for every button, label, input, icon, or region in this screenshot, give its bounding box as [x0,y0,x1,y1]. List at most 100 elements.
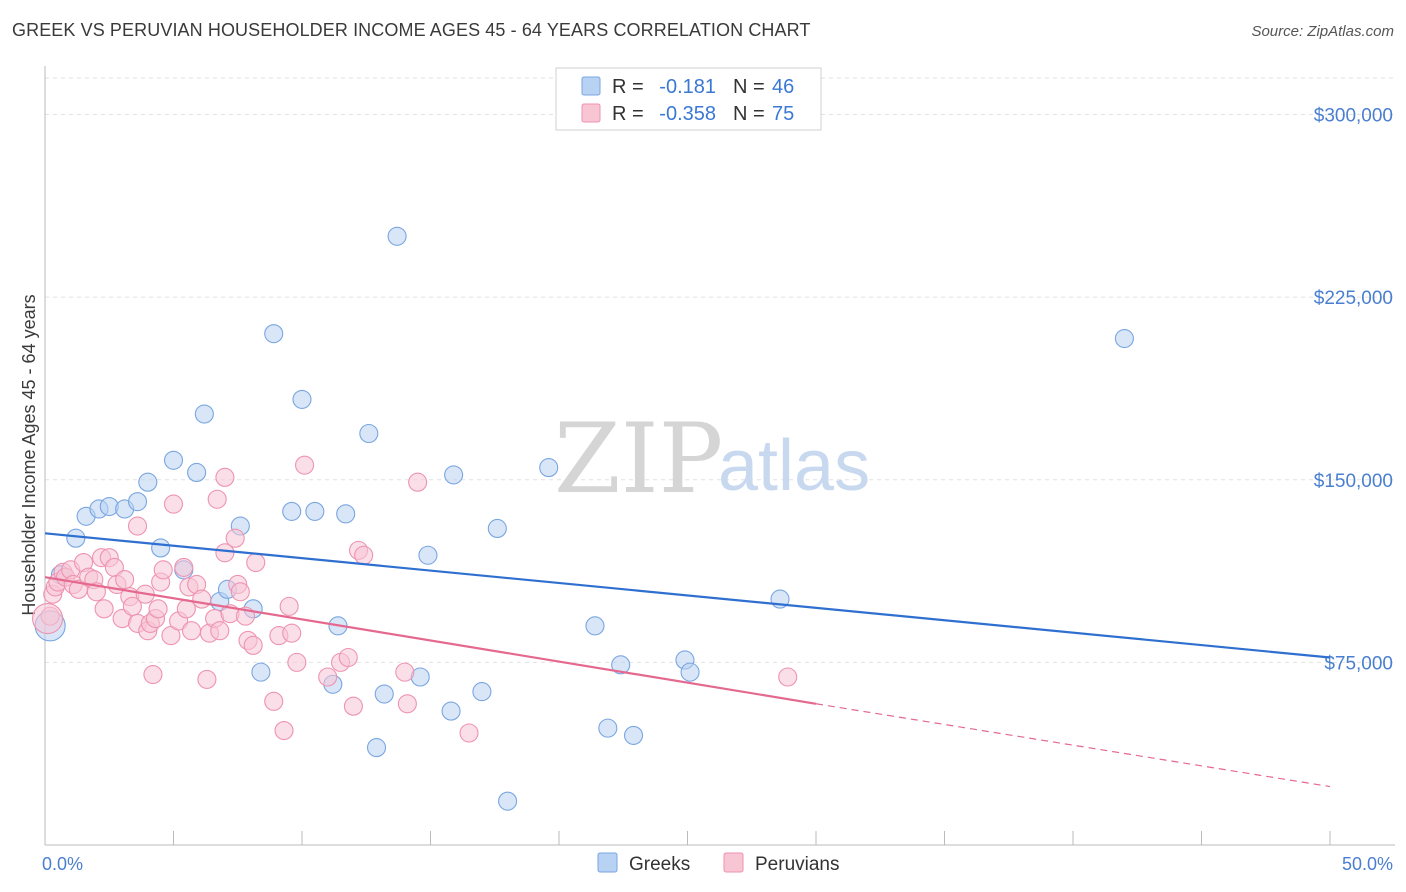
trend-line-peruvians-extension [815,703,1331,788]
greek-point [251,662,271,682]
peruvian-point [148,599,168,619]
trend-line-peruvians [44,576,817,705]
legend-r-value-greeks: -0.181 [659,76,716,98]
stats-legend: R = -0.181 N = 46 R = -0.358 N = 75 [555,67,822,131]
peruvian-point [408,472,428,492]
x-tick-label-start: 0.0% [42,854,83,874]
peruvian-point [174,557,194,577]
greek-point [366,738,387,758]
series-peruvians [32,455,798,743]
y-tick-label: $75,000 [1324,653,1393,674]
greek-point [359,423,379,444]
greek-point [127,492,148,512]
trend-lines [44,532,1331,788]
peruvian-point [153,560,173,580]
peruvian-point [94,599,114,619]
peruvian-point [318,667,338,687]
peruvian-point [197,669,217,689]
x-tick-label-end: 50.0% [1342,854,1393,874]
peruvian-point [215,543,235,563]
greek-point [539,458,559,478]
y-tick-labels: $75,000 $150,000 $225,000 $300,000 [1314,106,1393,675]
greek-point [163,450,184,470]
peruvian-point [207,489,227,509]
peruvian-point [225,528,245,548]
greek-point [585,616,605,636]
y-tick-label: $150,000 [1314,471,1393,492]
legend-swatch-peruvians [581,103,601,123]
greek-point [151,538,171,558]
greek-point [444,465,464,485]
greek-point [264,324,284,344]
greek-point [623,725,644,745]
peruvian-point [230,582,250,602]
greek-point [374,684,394,704]
greek-point [187,462,207,483]
peruvian-point [274,721,294,741]
peruvian-point [778,667,798,687]
peruvian-point [279,596,299,616]
greek-point [194,404,214,424]
greek-point [336,504,356,524]
legend-n-label-greeks: N = [733,76,765,98]
source-label: Source: ZipAtlas.com [1251,23,1394,40]
chart-title: GREEK VS PERUVIAN HOUSEHOLDER INCOME AGE… [12,20,811,40]
peruvian-point [215,467,235,487]
legend-swatch-greeks [581,76,601,96]
peruvian-point [181,621,202,641]
series-greeks [34,226,1134,811]
greek-point [472,682,492,702]
greek-point [487,518,507,539]
trend-line-greeks [44,532,1331,659]
legend-peruvians-label: Peruvians [755,854,840,875]
legend-n-label-peruvians: N = [733,103,765,125]
watermark-atlas: atlas [718,426,870,506]
greek-point [611,655,631,675]
series-legend: Greeks Peruvians [597,852,840,875]
peruvian-point [287,652,307,672]
peruvian-point [343,696,363,716]
greek-point [598,718,618,738]
grid-lines [45,77,1395,663]
greek-point [292,389,312,409]
watermark: ZIP atlas [554,403,870,515]
y-axis-label: Householder Income Ages 45 - 64 years [19,294,39,615]
peruvian-point [338,647,358,668]
greek-point [441,701,461,721]
legend-r-label-greeks: R = [612,76,644,98]
peruvian-point [163,494,184,514]
peruvian-point [143,665,163,685]
greek-point [1114,328,1134,349]
peruvian-point [354,545,374,565]
legend-r-value-peruvians: -0.358 [659,103,716,125]
greek-point [418,545,438,565]
legend-n-value-greeks: 46 [772,76,794,98]
peruvian-point [397,694,417,714]
peruvian-point [115,570,135,590]
peruvian-point [264,691,284,711]
peruvian-point [192,589,212,609]
legend-r-label-peruvians: R = [612,103,644,125]
greek-point [305,501,325,521]
greek-point [138,472,158,492]
axes [44,66,1395,846]
legend-greeks-label: Greeks [629,854,690,875]
peruvian-point [395,662,415,682]
greek-point [66,528,86,548]
peruvian-point [127,516,148,536]
peruvian-point [459,723,479,743]
peruvian-point [210,621,230,641]
greek-point [498,791,518,811]
peruvian-point [295,455,315,475]
greek-point [282,501,302,521]
peruvian-point [32,603,64,635]
legend-swatch-greeks-bottom [597,852,618,873]
y-tick-label: $225,000 [1314,288,1393,309]
watermark-zip: ZIP [554,403,723,515]
legend-swatch-peruvians-bottom [723,852,744,873]
greek-point [680,662,700,682]
x-tick-labels: 0.0% 50.0% [42,854,1393,874]
peruvian-point [282,623,302,643]
legend-n-value-peruvians: 75 [772,103,794,125]
